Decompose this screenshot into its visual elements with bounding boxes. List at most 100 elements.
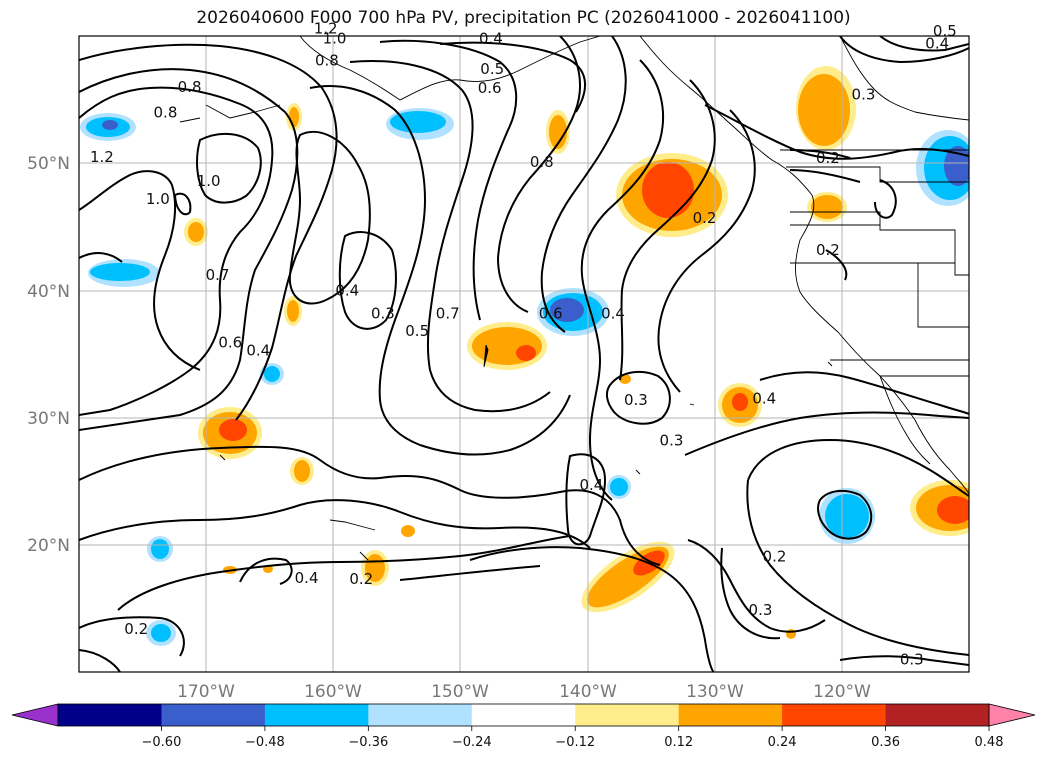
negative-anomaly-regions [80, 108, 969, 646]
lon-label-150w: 150°W [431, 682, 489, 702]
pos-region [937, 496, 969, 524]
colorbar-tick-label: −0.24 [452, 735, 492, 750]
precip-shading [80, 66, 969, 646]
contour-label: 0.3 [624, 391, 648, 409]
pos-region [289, 107, 299, 127]
contour-label: 0.4 [752, 390, 776, 408]
neg-region [550, 298, 584, 322]
contour-label: 0.5 [405, 322, 429, 340]
neg-region [825, 494, 869, 538]
lon-label-170w: 170°W [177, 682, 235, 702]
map-frame [78, 35, 970, 673]
colorbar-extend-low [11, 703, 59, 727]
contour-label: 0.8 [315, 51, 339, 69]
neg-region [151, 624, 171, 642]
latitude-labels: 50°N 40°N 30°N 20°N [27, 154, 70, 556]
contour-label: 0.4 [479, 30, 503, 48]
contour-label: 0.6 [218, 334, 242, 352]
contour-label: 0.3 [371, 304, 395, 322]
neg-region [264, 366, 280, 382]
pos-region [401, 525, 415, 537]
colorbar-tick-label: 0.36 [871, 735, 900, 750]
neg-region [90, 263, 150, 281]
contour-label: 1.0 [197, 172, 221, 190]
contour-label: 0.5 [933, 22, 957, 40]
colorbar-segment [368, 704, 473, 726]
contour-label: 0.7 [436, 304, 460, 322]
contour-label: 0.6 [539, 304, 563, 322]
pos-region [287, 300, 299, 322]
gridlines [79, 36, 969, 672]
contour-label: 0.8 [154, 103, 178, 121]
pos-region [642, 162, 694, 218]
contour-label: 1.0 [323, 30, 347, 48]
neg-region [102, 120, 118, 130]
pv-contours [79, 36, 969, 672]
colorbar: −0.60 −0.48 −0.36 −0.24 −0.12 0.12 0.24 0.36 0.4… [11, 703, 1036, 750]
colorbar-segment [161, 704, 266, 726]
contour-labels: 1.01.01.20.80.80.70.6 0.40.40.30.50.70.80… [90, 19, 957, 668]
contour-label: 0.7 [206, 266, 230, 284]
pos-region [798, 74, 850, 146]
pos-region [811, 195, 843, 219]
colorbar-extend-high [988, 703, 1036, 727]
lat-label-50n: 50°N [27, 154, 70, 174]
contour-label: 1.2 [90, 148, 114, 166]
lat-label-40n: 40°N [27, 282, 70, 302]
contour-label: 0.2 [693, 209, 717, 227]
colorbar-segment [471, 704, 576, 726]
neg-region [944, 146, 969, 186]
longitude-labels: 170°W 160°W 150°W 140°W 130°W 120°W [177, 682, 871, 702]
contour-label: 0.8 [530, 153, 554, 171]
colorbar-segment [782, 704, 887, 726]
colorbar-tick-label: 0.12 [664, 735, 693, 750]
colorbar-tick-label: −0.48 [245, 735, 285, 750]
lon-label-160w: 160°W [304, 682, 362, 702]
pos-region [587, 546, 669, 608]
colorbar-tick-label: −0.60 [142, 735, 182, 750]
neg-region [151, 539, 169, 559]
colorbar-segment [58, 704, 162, 726]
colorbar-tick-label: −0.12 [555, 735, 595, 750]
contour-label: 1.0 [146, 190, 170, 208]
pos-region [294, 460, 310, 482]
pos-region [516, 345, 536, 361]
contour-label: 0.3 [749, 601, 773, 619]
colorbar-tick-label: 0.24 [768, 735, 797, 750]
contour-label: 0.2 [816, 241, 840, 259]
lat-label-20n: 20°N [27, 536, 70, 556]
colorbar-segment [575, 704, 680, 726]
contour-label: 1.2 [314, 19, 338, 37]
colorbar-tick-label: −0.36 [348, 735, 388, 750]
pos-region [549, 115, 567, 149]
contour-label: 0.4 [579, 476, 603, 494]
contour-label: 0.4 [246, 341, 270, 359]
pos-region [188, 222, 204, 242]
coastlines [179, 36, 969, 561]
map-title: 2026040600 F000 700 hPa PV, precipitatio… [196, 8, 851, 28]
contour-label: 0.2 [816, 149, 840, 167]
colorbar-frame [57, 703, 990, 727]
contour-label: 0.5 [480, 60, 504, 78]
contour-label: 0.2 [349, 570, 373, 588]
contour-label: 0.8 [178, 78, 202, 96]
lon-label-140w: 140°W [559, 682, 617, 702]
neg-region [610, 478, 628, 496]
contour-label: 0.3 [900, 650, 924, 668]
neg-region [390, 111, 446, 133]
colorbar-segment [264, 704, 369, 726]
contour-label: 0.4 [925, 35, 949, 53]
lon-label-120w: 120°W [813, 682, 871, 702]
colorbar-segment [678, 704, 783, 726]
contour-label: 0.4 [335, 281, 359, 299]
lon-label-130w: 130°W [686, 682, 744, 702]
contour-label: 0.3 [852, 86, 876, 104]
lat-label-30n: 30°N [27, 409, 70, 429]
contour-label: 0.4 [295, 569, 319, 587]
positive-anomaly-regions [184, 66, 969, 639]
pos-region [732, 393, 748, 411]
contour-label: 0.3 [660, 432, 684, 450]
contour-label: 0.4 [601, 304, 625, 322]
contour-label: 0.2 [124, 620, 148, 638]
